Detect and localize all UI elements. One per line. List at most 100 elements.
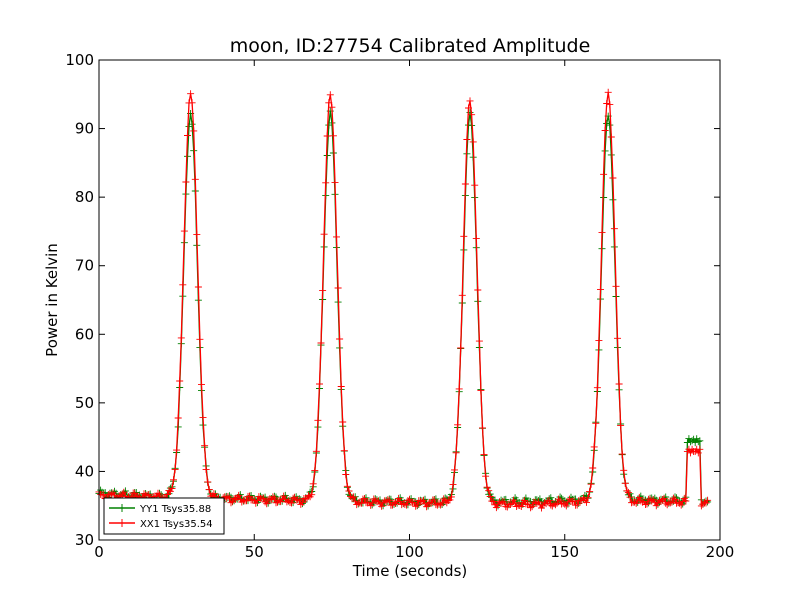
data-point-marker	[570, 497, 578, 505]
data-point-marker	[666, 499, 674, 507]
data-point-marker	[538, 504, 545, 512]
data-point-marker	[491, 501, 499, 509]
data-point-marker	[492, 504, 500, 512]
data-point-marker	[694, 438, 702, 446]
data-point-marker	[573, 501, 581, 509]
y-tick-label: 30	[75, 531, 94, 549]
data-point-marker	[601, 127, 609, 134]
data-point-marker	[412, 502, 420, 510]
ticks-layer: 0 50 100 150 200 30 40 50 60 70 80 90 100	[65, 51, 734, 561]
data-point-marker	[275, 497, 283, 504]
data-point-marker	[458, 291, 466, 299]
data-point-marker	[586, 488, 594, 496]
data-point-marker	[480, 451, 488, 459]
data-point-marker	[154, 489, 162, 497]
data-point-marker	[343, 482, 351, 490]
y-tick-label: 80	[75, 188, 94, 206]
data-point-marker	[637, 497, 645, 505]
y-tick-label: 40	[75, 462, 94, 480]
data-point-marker	[598, 228, 606, 236]
data-point-marker	[587, 480, 595, 488]
data-point-marker	[404, 497, 412, 505]
data-point-marker	[642, 501, 649, 508]
series-layer	[95, 88, 712, 512]
data-point-marker	[497, 499, 505, 507]
x-axis-label: Time (seconds)	[352, 562, 468, 580]
data-point-marker	[230, 495, 238, 503]
data-point-marker	[194, 283, 202, 291]
data-point-marker	[320, 230, 328, 238]
data-point-marker	[280, 492, 288, 500]
data-point-marker	[483, 483, 491, 491]
data-point-marker	[353, 501, 361, 509]
data-point-marker	[401, 500, 409, 508]
data-point-marker	[474, 286, 482, 294]
data-point-marker	[623, 487, 631, 495]
data-point-marker	[177, 334, 185, 342]
data-point-marker	[334, 284, 342, 292]
data-point-marker	[659, 496, 667, 503]
data-point-marker	[288, 499, 295, 507]
data-point-marker	[696, 437, 704, 445]
data-point-marker	[322, 179, 330, 187]
data-point-marker	[333, 233, 340, 241]
data-point-marker	[609, 174, 617, 182]
data-point-marker	[528, 503, 536, 511]
data-point-marker	[455, 385, 463, 393]
data-point-marker	[648, 497, 656, 505]
y-axis-label: Power in Kelvin	[43, 243, 61, 357]
y-tick-label: 90	[75, 120, 94, 138]
data-point-marker	[628, 499, 635, 507]
x-tick-label: 150	[550, 543, 579, 561]
data-point-marker	[286, 499, 294, 506]
data-point-marker	[614, 334, 621, 342]
data-point-marker	[351, 497, 359, 505]
data-point-marker	[533, 499, 541, 507]
data-point-marker	[390, 499, 398, 507]
data-point-marker	[328, 119, 336, 127]
data-point-marker	[350, 493, 358, 501]
data-point-marker	[527, 504, 535, 512]
data-point-marker	[120, 488, 128, 496]
data-point-marker	[466, 97, 474, 105]
data-point-marker	[430, 496, 438, 504]
data-point-marker	[413, 501, 421, 509]
data-point-marker	[461, 180, 469, 188]
data-point-marker	[617, 422, 625, 430]
data-point-marker	[485, 487, 493, 495]
data-point-marker	[374, 497, 382, 505]
data-point-marker	[308, 491, 316, 499]
data-point-marker	[449, 481, 457, 489]
data-point-marker	[508, 499, 516, 507]
data-point-marker	[328, 103, 336, 111]
data-point-marker	[182, 178, 190, 186]
chart-title: moon, ID:27754 Calibrated Amplitude	[230, 35, 591, 57]
data-point-marker	[173, 446, 181, 454]
data-point-marker	[468, 111, 476, 119]
data-point-marker	[326, 91, 334, 99]
data-point-marker	[621, 479, 629, 487]
data-point-marker	[482, 472, 490, 480]
x-tick-label: 0	[94, 543, 104, 561]
data-point-marker	[618, 450, 626, 458]
data-point-marker	[544, 497, 552, 505]
data-point-marker	[646, 495, 654, 503]
data-point-marker	[188, 120, 196, 128]
data-point-marker	[191, 175, 199, 183]
data-point-marker	[325, 99, 333, 107]
data-point-marker	[592, 419, 600, 427]
data-point-marker	[475, 337, 483, 345]
data-point-marker	[180, 227, 188, 235]
data-point-marker	[457, 344, 465, 352]
data-point-marker	[260, 494, 268, 502]
data-point-marker	[399, 499, 407, 507]
data-point-marker	[302, 495, 309, 503]
data-point-marker	[527, 497, 535, 505]
data-point-marker	[423, 503, 431, 511]
data-point-marker	[235, 491, 243, 499]
data-point-marker	[359, 495, 367, 503]
data-point-marker	[690, 435, 698, 443]
data-point-marker	[472, 235, 480, 243]
data-point-marker	[610, 225, 618, 233]
